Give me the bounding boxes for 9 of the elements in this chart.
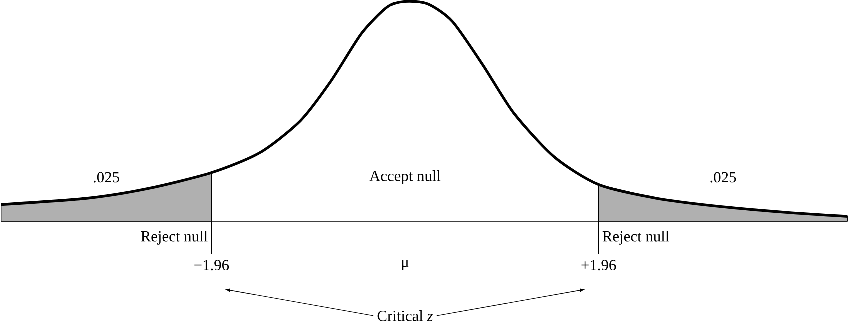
x-tick-label: −1.96 (194, 260, 230, 271)
x-tick-label: +1.96 (582, 260, 616, 271)
series-label: .025 (94, 172, 120, 183)
ref-line-label: Reject null (602, 231, 670, 246)
ref-line-label: Reject null (141, 231, 208, 246)
series-label: .025 (710, 172, 736, 183)
text: Critical z (378, 310, 434, 322)
annotation: Accept null (370, 170, 441, 185)
x-tick-label: μ (402, 260, 409, 271)
